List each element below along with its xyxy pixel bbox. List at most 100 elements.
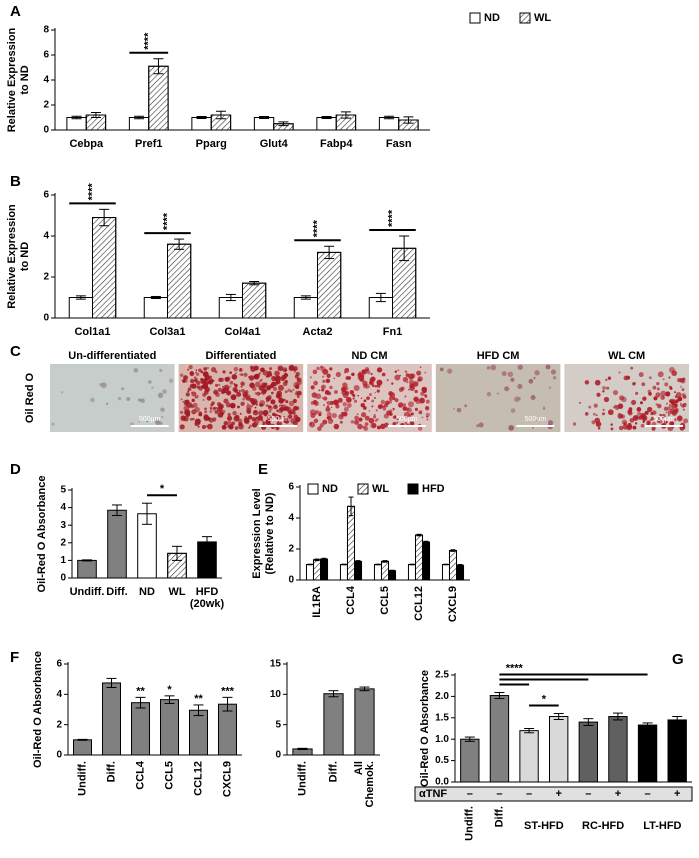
stain-dot: [550, 369, 556, 375]
stain-dot: [621, 396, 627, 403]
stain-dot: [241, 388, 245, 393]
stain-dot: [363, 399, 367, 403]
stain-dot: [548, 386, 551, 389]
stain-dot: [648, 421, 651, 424]
y-tick-label: 0: [288, 575, 294, 586]
stain-dot: [636, 407, 642, 412]
stain-dot: [269, 410, 272, 413]
stain-dot: [593, 403, 598, 408]
comparison-label: *: [542, 693, 547, 705]
y-tick-label: 4: [43, 231, 49, 242]
stain-dot: [276, 409, 279, 413]
bar: [373, 564, 382, 581]
stain-dot: [533, 376, 536, 380]
stain-dot: [191, 398, 195, 402]
stain-dot: [234, 383, 238, 388]
stain-dot: [354, 415, 359, 421]
stain-dot: [278, 404, 281, 407]
stain-dot: [218, 405, 224, 410]
y-tick-label: 4: [56, 689, 62, 700]
stain-dot: [610, 423, 613, 426]
stain-dot: [662, 378, 665, 381]
stain-dot: [232, 410, 237, 416]
stain-dot: [90, 397, 95, 403]
stain-dot: [322, 379, 326, 383]
stain-dot: [364, 422, 369, 426]
stain-dot: [266, 385, 272, 390]
stain-dot: [206, 367, 209, 369]
bar: [107, 509, 127, 579]
stain-dot: [201, 384, 205, 389]
stain-dot: [351, 372, 355, 377]
stain-dot: [317, 426, 322, 431]
stain-dot: [267, 415, 272, 421]
bar: [316, 117, 337, 131]
stain-dot: [240, 385, 243, 388]
y-tick-label: 2: [56, 719, 62, 730]
panel-letter: G: [672, 651, 684, 668]
stain-dot: [249, 397, 255, 403]
bar: [441, 564, 450, 581]
stain-dot: [591, 420, 596, 425]
scale-label: 500μm: [396, 416, 418, 423]
y-tick-label: 6: [56, 659, 62, 670]
stain-dot: [584, 380, 590, 385]
stain-dot: [159, 368, 163, 373]
stain-dot: [286, 406, 292, 413]
stain-dot: [296, 378, 300, 381]
stain-dot: [396, 421, 399, 424]
stain-dot: [370, 372, 373, 376]
treatment-row: [414, 786, 693, 802]
stain-dot: [349, 390, 355, 395]
stain-dot: [275, 426, 280, 431]
bar: [253, 117, 275, 131]
stain-dot: [417, 426, 423, 431]
bar-hatch: [242, 282, 267, 319]
stain-dot: [380, 423, 386, 430]
stain-dot: [195, 369, 198, 372]
stain-dot: [360, 397, 363, 400]
stain-dot: [179, 424, 185, 430]
y-tick-label: 0: [43, 125, 49, 136]
stain-dot: [418, 410, 423, 415]
stain-dot: [439, 367, 444, 372]
stain-dot: [642, 396, 647, 401]
stain-dot: [231, 421, 235, 426]
x-tick-label: Pparg: [196, 138, 227, 150]
stain-dot: [223, 387, 229, 394]
stain-dot: [334, 390, 338, 394]
stain-dot: [507, 371, 514, 378]
stain-dot: [371, 399, 375, 403]
stain-dot: [240, 401, 245, 406]
x-tick-label: Undiff.: [70, 586, 105, 598]
stain-dot: [374, 385, 377, 388]
stain-dot: [402, 376, 409, 383]
stain-dot: [410, 412, 414, 416]
stain-dot: [602, 412, 605, 416]
stain-dot: [282, 416, 286, 419]
x-tick-label: Cebpa: [69, 138, 104, 150]
y-axis-label: Expression Level: [251, 488, 263, 579]
y-tick-label: 4: [288, 513, 294, 524]
stain-dot: [251, 422, 258, 428]
stain-dot: [412, 381, 419, 387]
x-tick-label: All: [353, 761, 365, 775]
stain-dot: [392, 422, 396, 426]
x-tick-label: Fasn: [386, 138, 412, 150]
stain-dot: [251, 386, 257, 391]
stain-dot: [270, 416, 273, 419]
stain-dot: [160, 407, 165, 412]
stain-dot: [260, 378, 263, 381]
stain-dot: [269, 367, 273, 371]
stain-dot: [320, 365, 323, 369]
bar: [549, 716, 569, 783]
stain-dot: [126, 397, 131, 401]
x-tick-label: CXCL9: [447, 586, 459, 622]
treatment-sign: –: [645, 788, 651, 800]
stain-dot: [373, 396, 376, 399]
x-tick-label: Pref1: [135, 138, 163, 150]
stain-dot: [218, 377, 223, 382]
stain-dot: [376, 425, 381, 430]
stain-dot: [182, 379, 186, 383]
